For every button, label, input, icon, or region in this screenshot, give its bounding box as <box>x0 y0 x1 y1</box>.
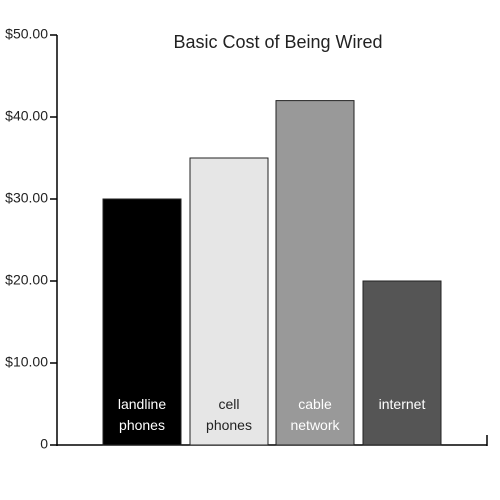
category-label-line: network <box>290 417 340 433</box>
y-tick-label: $40.00 <box>5 108 48 124</box>
category-label-line: cell <box>218 396 239 412</box>
y-tick-label: $20.00 <box>5 272 48 288</box>
category-label-line: phones <box>206 417 252 433</box>
y-tick-label: $10.00 <box>5 354 48 370</box>
bar <box>275 100 355 446</box>
chart-title: Basic Cost of Being Wired <box>173 32 382 52</box>
category-label: internet <box>379 396 426 412</box>
bar <box>362 280 442 446</box>
bar <box>102 198 182 446</box>
category-label: cell phones <box>206 396 252 433</box>
category-label-line: phones <box>119 417 165 433</box>
y-tick-label: 0 <box>40 436 48 452</box>
category-label-line: cable <box>298 396 332 412</box>
category-label: landline phones <box>118 396 166 433</box>
category-label-line: internet <box>379 396 426 412</box>
category-label-line: landline <box>118 396 166 412</box>
y-tick-label: $30.00 <box>5 190 48 206</box>
bar <box>189 157 269 446</box>
y-tick-label: $50.00 <box>5 26 48 42</box>
category-label: cable network <box>290 396 340 433</box>
